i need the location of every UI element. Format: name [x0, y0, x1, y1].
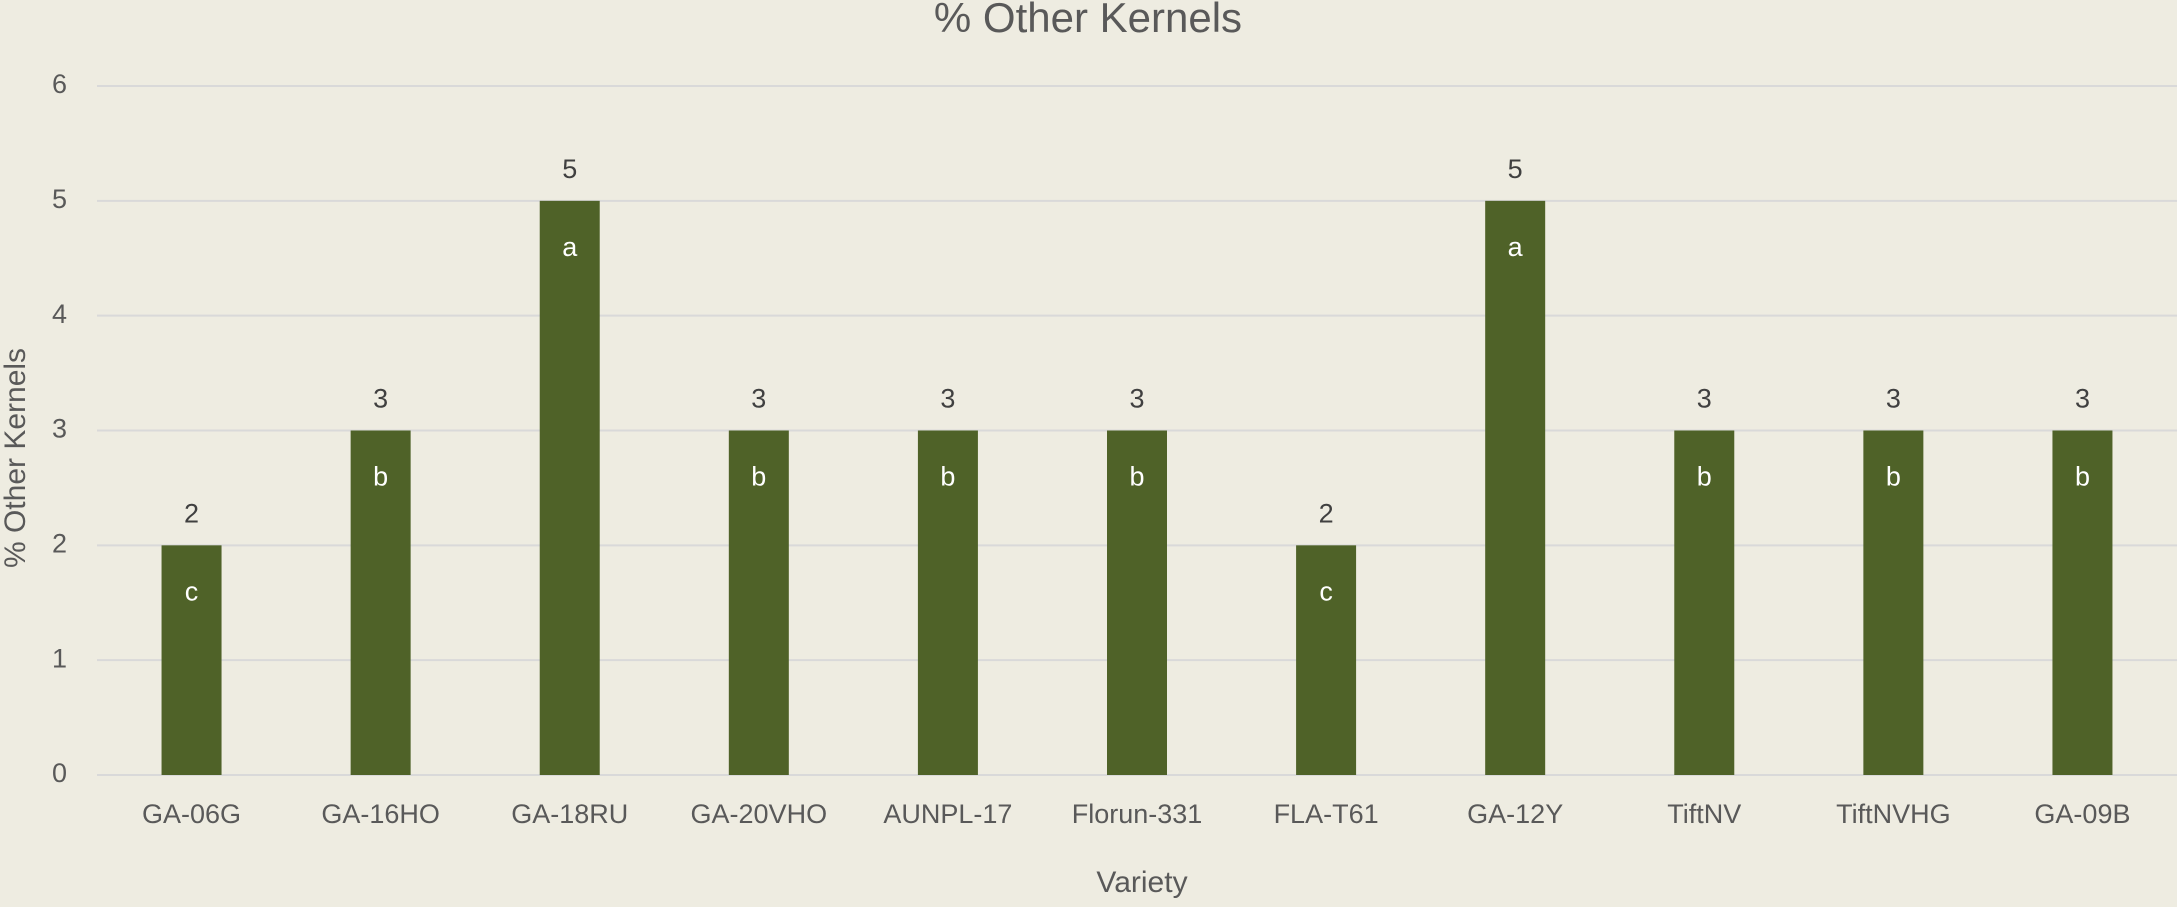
bar	[540, 201, 600, 775]
x-tick-label: GA-12Y	[1467, 799, 1563, 829]
x-tick-label: GA-16HO	[321, 799, 440, 829]
letter-label: b	[373, 462, 388, 492]
y-tick-label: 3	[52, 414, 67, 444]
background	[0, 0, 2177, 907]
x-tick-label: AUNPL-17	[883, 799, 1012, 829]
bar	[1485, 201, 1545, 775]
letter-label: b	[1697, 462, 1712, 492]
letter-label: b	[940, 462, 955, 492]
x-tick-label: TiftNVHG	[1836, 799, 1951, 829]
value-label: 3	[1129, 384, 1144, 414]
y-tick-label: 2	[52, 528, 67, 558]
y-tick-label: 4	[52, 299, 67, 329]
letter-label: b	[1129, 462, 1144, 492]
value-label: 3	[1697, 384, 1712, 414]
value-label: 3	[1886, 384, 1901, 414]
letter-label: b	[2075, 462, 2090, 492]
value-label: 2	[184, 498, 199, 528]
value-label: 5	[562, 154, 577, 184]
x-axis-title: Variety	[1096, 866, 1187, 899]
x-tick-label: GA-09B	[2034, 799, 2130, 829]
y-axis-title: % Other Kernels	[0, 348, 32, 568]
value-label: 3	[940, 384, 955, 414]
letter-label: a	[1508, 232, 1524, 262]
letter-label: a	[562, 232, 578, 262]
letter-label: c	[185, 576, 199, 606]
value-label: 3	[751, 384, 766, 414]
chart: % Other Kernels Variety % Other Kernels …	[0, 0, 2177, 907]
page: % Other Kernels Variety % Other Kernels …	[0, 0, 2177, 907]
value-label: 5	[1508, 154, 1523, 184]
x-tick-label: FLA-T61	[1274, 799, 1379, 829]
letter-label: c	[1319, 576, 1333, 606]
x-tick-label: Florun-331	[1072, 799, 1203, 829]
x-tick-label: GA-06G	[142, 799, 241, 829]
letter-label: b	[751, 462, 766, 492]
value-label: 2	[1319, 498, 1334, 528]
value-label: 3	[2075, 384, 2090, 414]
x-tick-label: GA-18RU	[511, 799, 628, 829]
chart-title: % Other Kernels	[934, 0, 1242, 41]
y-tick-label: 0	[52, 758, 67, 788]
letter-label: b	[1886, 462, 1901, 492]
x-tick-label: GA-20VHO	[691, 799, 828, 829]
y-tick-label: 5	[52, 184, 67, 214]
value-label: 3	[373, 384, 388, 414]
x-tick-label: TiftNV	[1667, 799, 1741, 829]
y-tick-label: 1	[52, 643, 67, 673]
y-tick-label: 6	[52, 69, 67, 99]
